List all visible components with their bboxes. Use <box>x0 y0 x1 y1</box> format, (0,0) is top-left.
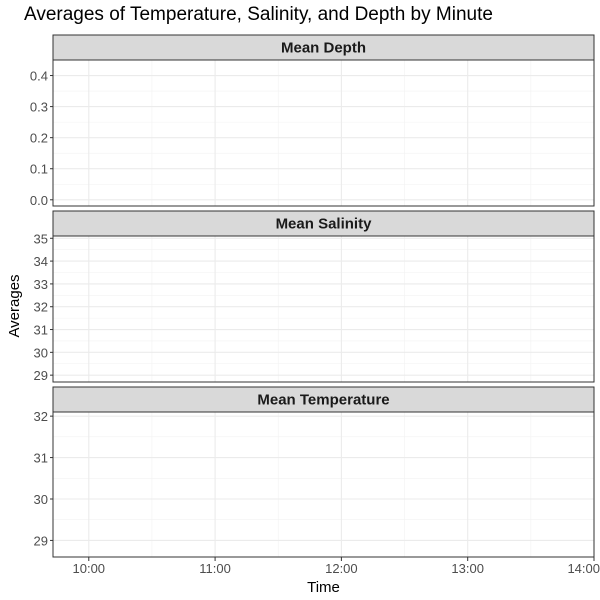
y-axis-title: Averages <box>6 274 23 337</box>
y-tick-label: 31 <box>34 323 48 338</box>
chart-title: Averages of Temperature, Salinity, and D… <box>24 4 493 25</box>
y-tick-label: 0.2 <box>30 131 48 146</box>
y-tick-label: 30 <box>34 492 48 507</box>
y-tick-label: 0.0 <box>30 193 48 208</box>
y-tick-label: 35 <box>34 231 48 246</box>
facet-strip-label: Mean Salinity <box>276 216 373 233</box>
y-tick-label: 0.3 <box>30 100 48 115</box>
y-tick-label: 0.4 <box>30 69 48 84</box>
panel-border <box>52 411 595 558</box>
y-tick-label: 29 <box>34 368 48 383</box>
y-tick-label: 30 <box>34 345 48 360</box>
x-tick-label: 11:00 <box>199 561 231 576</box>
x-tick-label: 14:00 <box>567 561 600 576</box>
y-tick-label: 29 <box>34 533 48 548</box>
facet-strip <box>52 34 595 61</box>
facet-strip-label: Mean Temperature <box>257 392 389 409</box>
y-tick-label: 32 <box>34 409 48 424</box>
y-tick-label: 34 <box>34 254 48 269</box>
facet-strip <box>52 210 595 237</box>
y-tick-label: 33 <box>34 277 48 292</box>
panel-border <box>52 235 595 383</box>
x-tick-label: 10:00 <box>73 561 106 576</box>
x-tick-label: 13:00 <box>451 561 484 576</box>
facet-strip <box>52 386 595 413</box>
facet-strip-label: Mean Depth <box>281 40 366 57</box>
x-axis-title: Time <box>307 579 340 596</box>
y-tick-label: 32 <box>34 300 48 315</box>
x-tick-label: 12:00 <box>325 561 358 576</box>
y-tick-label: 0.1 <box>30 162 48 177</box>
panel-border <box>52 59 595 207</box>
y-tick-label: 31 <box>34 451 48 466</box>
